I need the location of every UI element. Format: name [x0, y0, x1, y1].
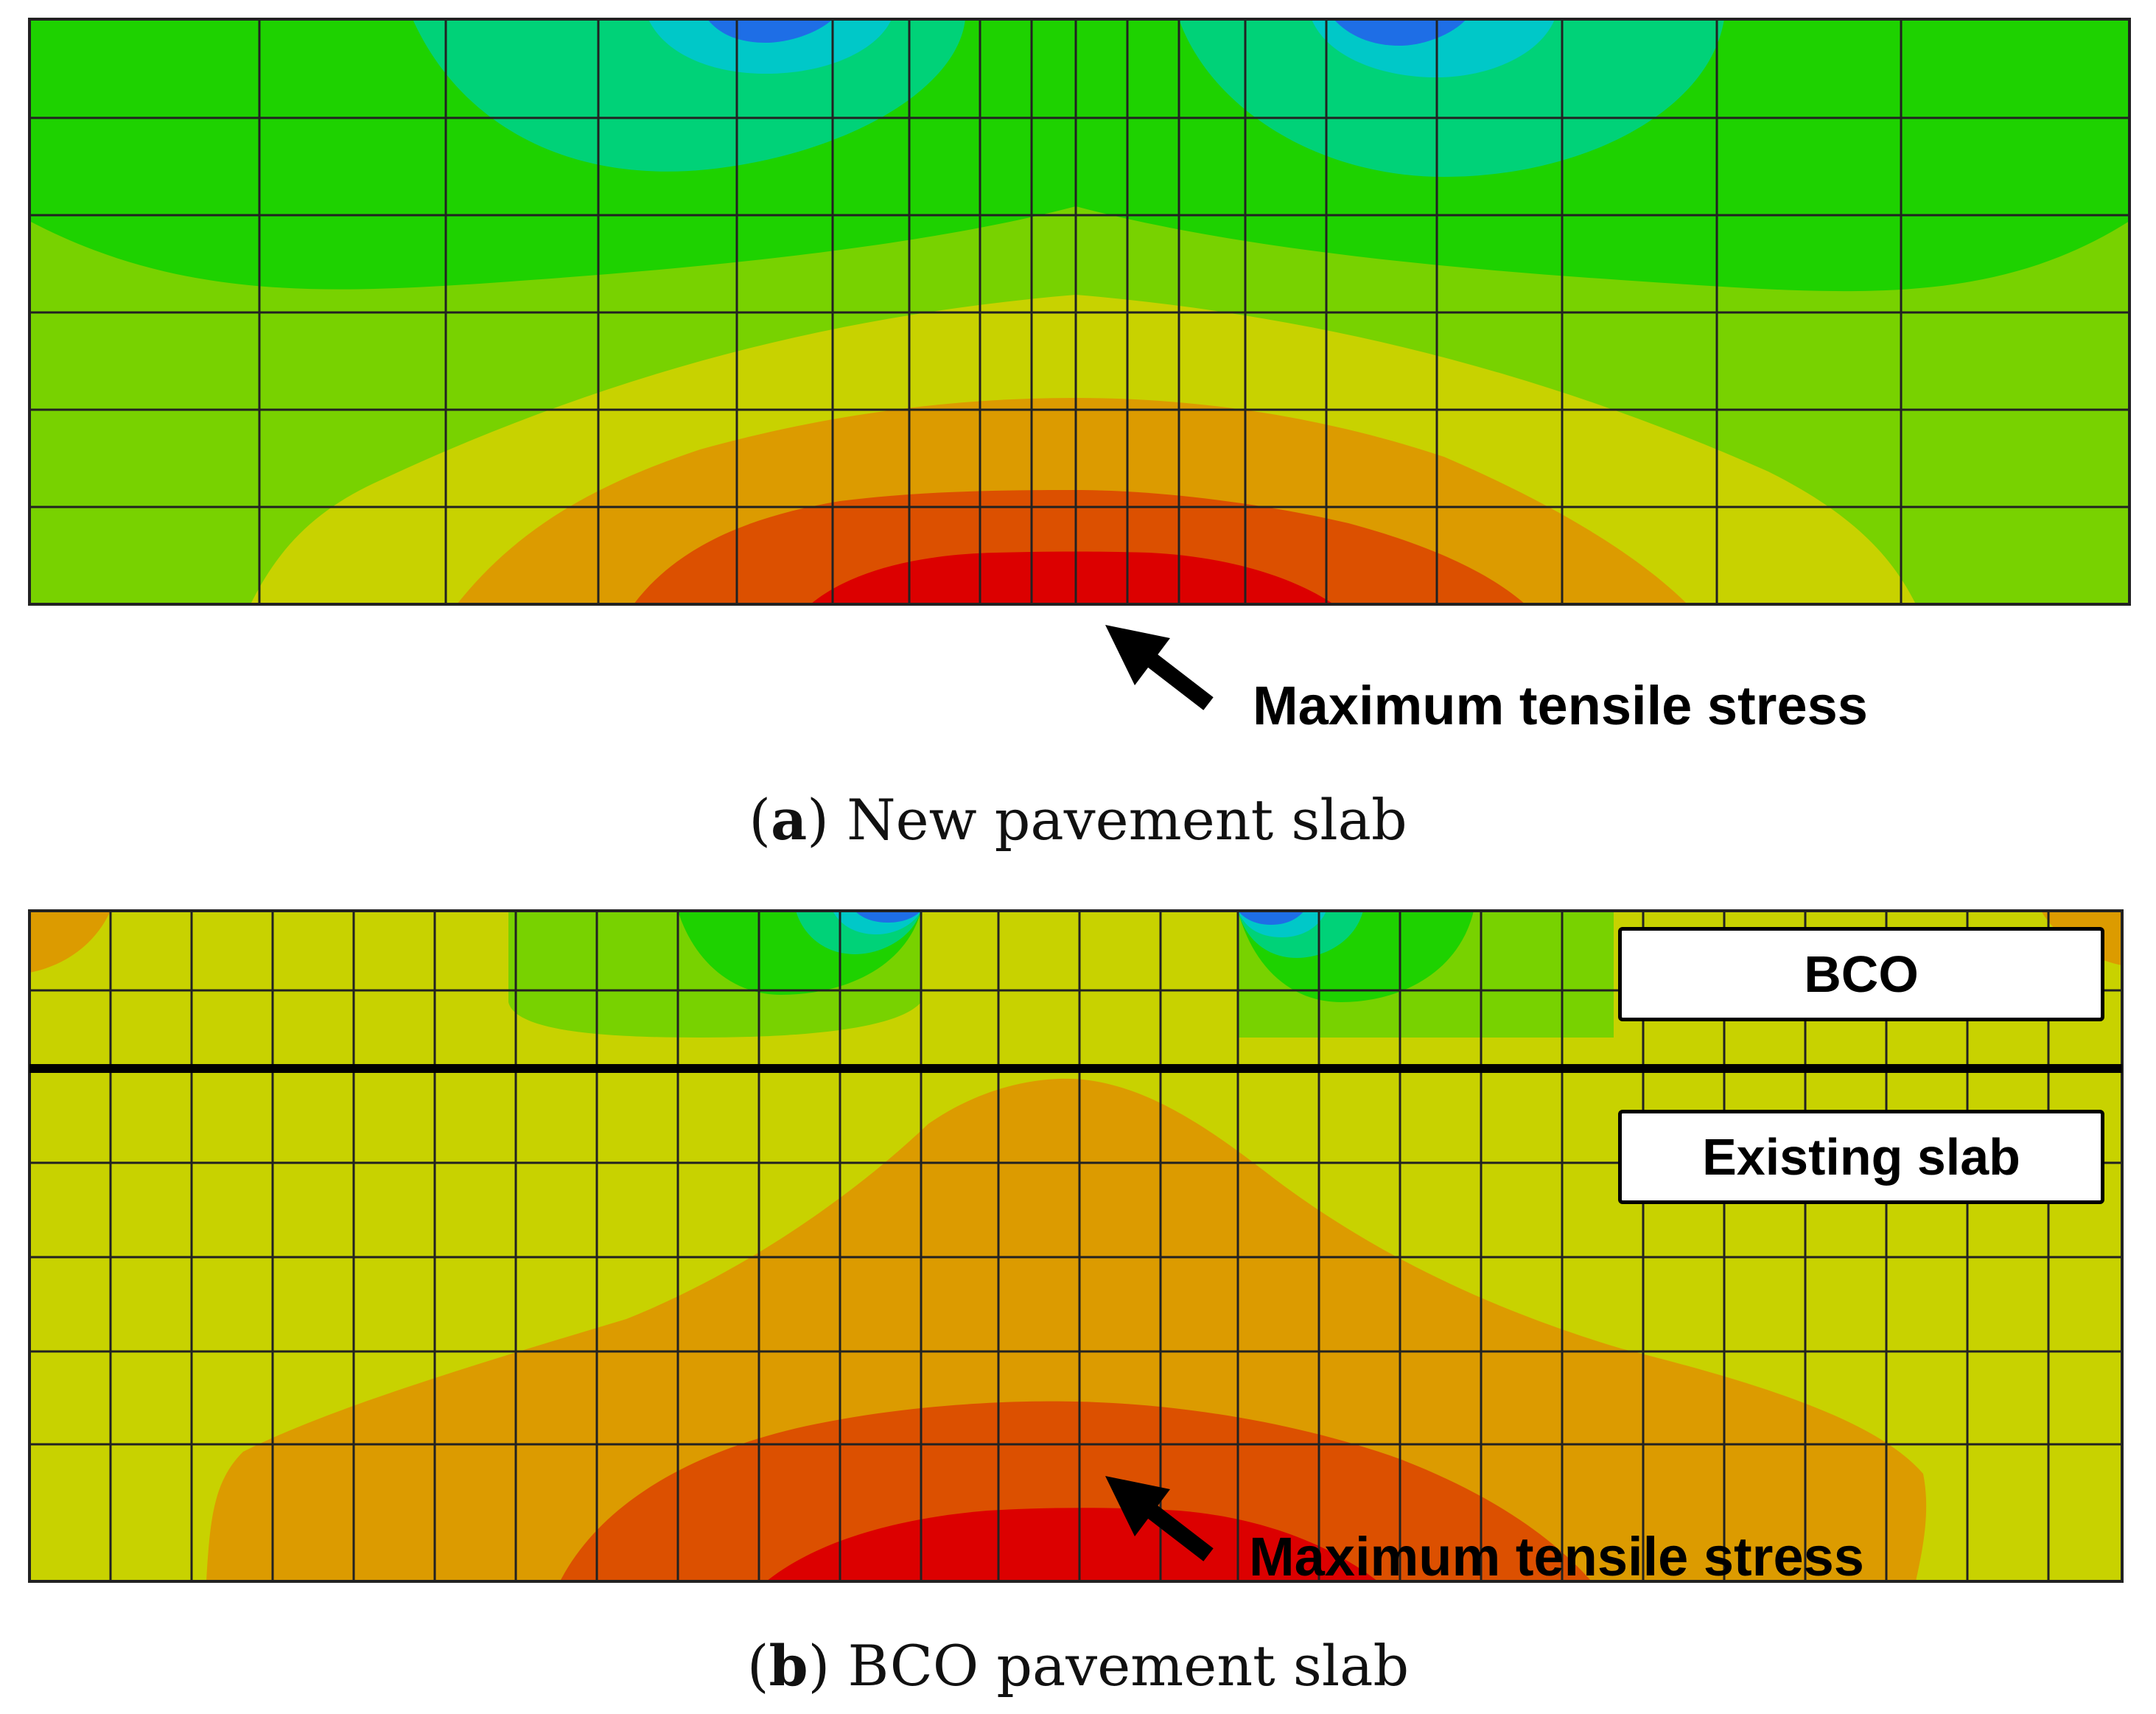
- slab-outline: [28, 18, 2131, 606]
- contour-band-orange: [206, 1078, 1927, 1581]
- caption-label: a: [771, 787, 808, 853]
- contour-band-red: [766, 1508, 1378, 1581]
- caption-text: BCO pavement slab: [847, 1633, 1410, 1699]
- finite-element-mesh: [29, 19, 2129, 604]
- contour-band-blue-right: [1334, 19, 1466, 46]
- panel-new-pavement-slab: Maximum tensile stress (a) New pavement …: [28, 18, 2131, 853]
- caption-label: b: [769, 1633, 808, 1699]
- contour-band-blue-right: [1238, 911, 1304, 925]
- contour-band-red-orange: [560, 1401, 1592, 1581]
- max-stress-annotation: Maximum tensile stress: [1253, 675, 1868, 736]
- bco-slab-stress-contour: [28, 909, 2124, 1583]
- contour-band-blue-left: [707, 19, 833, 43]
- layer-label-bco: BCO: [1618, 927, 2104, 1021]
- contour-band-mid-green-right: [1179, 19, 1724, 177]
- contour-band-red: [811, 551, 1334, 604]
- layer-label-existing-slab: Existing slab: [1618, 1110, 2104, 1204]
- caption-text: New pavement slab: [847, 787, 1407, 853]
- max-stress-annotation: Maximum tensile stress: [1249, 1526, 1864, 1587]
- panel-bco-pavement-slab: BCO Existing slab Maximum tensile stress…: [0, 862, 2156, 1714]
- contour-band-red-orange: [634, 490, 1525, 604]
- slab-outline: [28, 909, 2124, 1583]
- contour-band-blue-left: [855, 911, 921, 923]
- new-slab-stress-contour: [28, 18, 2131, 710]
- arrow-icon: [1105, 625, 1214, 710]
- arrow-icon: [1105, 1476, 1214, 1561]
- contour-band-corner-left: [29, 911, 111, 973]
- contour-band-cyan-left: [648, 19, 892, 74]
- caption-b: (b) BCO pavement slab: [746, 1633, 1410, 1699]
- caption-a: (a) New pavement slab: [749, 787, 1407, 853]
